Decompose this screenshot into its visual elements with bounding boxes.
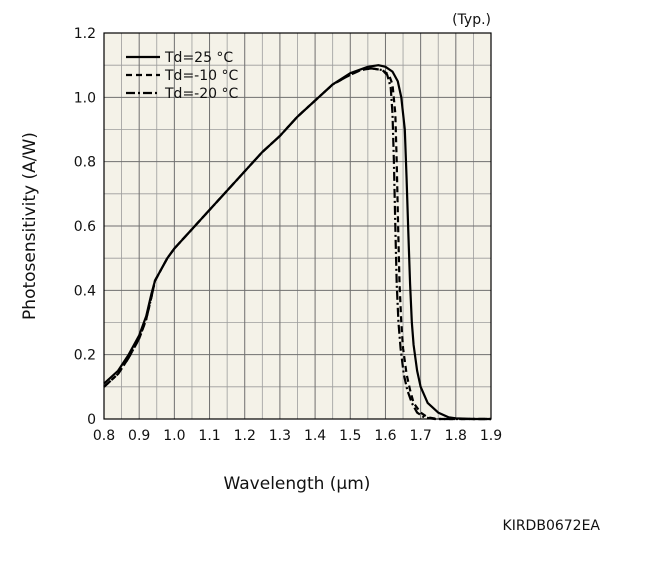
x-axis-ticks: 0.8 0.9 1.0 1.1 1.2 1.3 1.4 1.5 1.6 1.7 1.8 1.9 xyxy=(93,428,502,444)
legend-label-1: Td=25 °C xyxy=(164,50,233,66)
x-tick-label: 1.6 xyxy=(374,428,396,444)
x-tick-label: 0.8 xyxy=(93,428,115,444)
legend-label-2: Td=-10 °C xyxy=(164,68,238,84)
x-tick-label: 1.7 xyxy=(410,428,432,444)
x-tick-label: 1.4 xyxy=(304,428,326,444)
y-tick-label: 0.2 xyxy=(74,348,96,364)
y-tick-label: 0.6 xyxy=(74,219,96,235)
x-tick-label: 1.1 xyxy=(198,428,220,444)
y-axis-ticks: 0 0.2 0.4 0.6 0.8 1.0 1.2 xyxy=(74,26,96,428)
x-tick-label: 1.8 xyxy=(445,428,467,444)
y-axis-title: Photosensitivity (A/W) xyxy=(20,132,40,320)
x-tick-label: 1.5 xyxy=(339,428,361,444)
corner-note: (Typ.) xyxy=(452,12,491,28)
x-tick-label: 1.2 xyxy=(234,428,256,444)
y-tick-label: 0 xyxy=(87,412,96,428)
y-tick-label: 0.8 xyxy=(74,155,96,171)
x-tick-label: 1.0 xyxy=(163,428,185,444)
y-tick-label: 0.4 xyxy=(74,283,96,299)
figure-code: KIRDB0672EA xyxy=(503,518,601,534)
y-tick-label: 1.0 xyxy=(74,90,96,106)
series-layer xyxy=(103,64,491,421)
plot-frame xyxy=(103,32,492,420)
x-tick-label: 1.9 xyxy=(480,428,502,444)
x-tick-label: 0.9 xyxy=(128,428,150,444)
x-axis-title: Wavelength (µm) xyxy=(224,474,371,494)
y-tick-label: 1.2 xyxy=(74,26,96,42)
x-tick-label: 1.3 xyxy=(269,428,291,444)
legend-label-3: Td=-20 °C xyxy=(164,86,238,102)
series-line-3 xyxy=(103,67,491,421)
legend: Td=25 °C Td=-10 °C Td=-20 °C xyxy=(126,50,238,102)
